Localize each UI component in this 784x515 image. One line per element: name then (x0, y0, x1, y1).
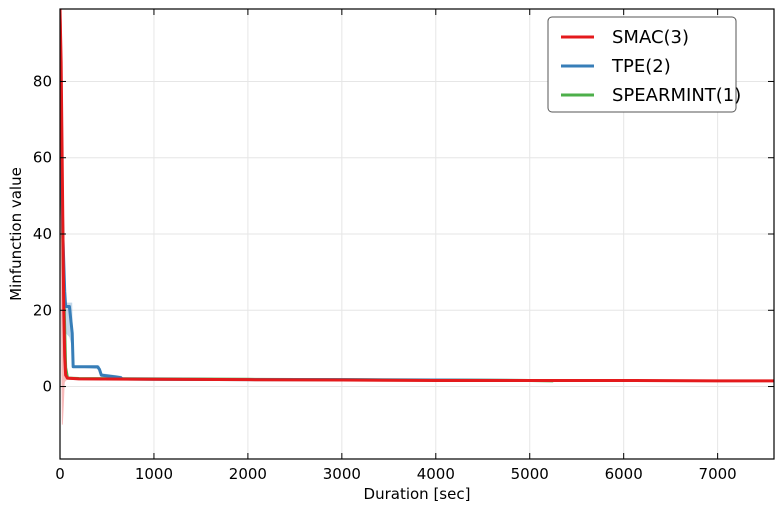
y-tick-label: 20 (33, 301, 52, 319)
x-tick-label: 3000 (323, 465, 361, 483)
x-tick-label: 5000 (511, 465, 549, 483)
series-line (60, 81, 634, 382)
x-tick-label: 6000 (605, 465, 643, 483)
y-tick-label: 80 (33, 72, 52, 90)
series-line (60, 9, 774, 383)
legend-label: TPE(2) (611, 56, 671, 77)
x-tick-label: 0 (55, 465, 65, 483)
legend: SMAC(3) TPE(2) SPEARMINT(1) (547, 16, 741, 113)
y-tick-label: 60 (33, 149, 52, 167)
legend-label: SPEARMINT(1) (612, 85, 741, 106)
y-tick-label: 40 (33, 225, 52, 243)
legend-label: SMAC(3) (612, 27, 689, 48)
axis-ticks: 0 1000 2000 3000 4000 5000 6000 7000 0 20 40 60 80 (33, 9, 774, 483)
x-tick-label: 1000 (135, 465, 173, 483)
legend-box (547, 16, 737, 113)
x-axis-label: Duration [sec] (364, 485, 471, 503)
x-tick-label: 7000 (699, 465, 737, 483)
y-tick-label: 0 (42, 378, 52, 396)
x-tick-label: 4000 (417, 465, 455, 483)
y-axis-label: Minfunction value (7, 167, 25, 301)
series-line (60, 100, 554, 383)
confidence-bands (60, 9, 123, 425)
x-tick-label: 2000 (229, 465, 267, 483)
series-lines (60, 9, 774, 383)
series-band (60, 62, 123, 380)
